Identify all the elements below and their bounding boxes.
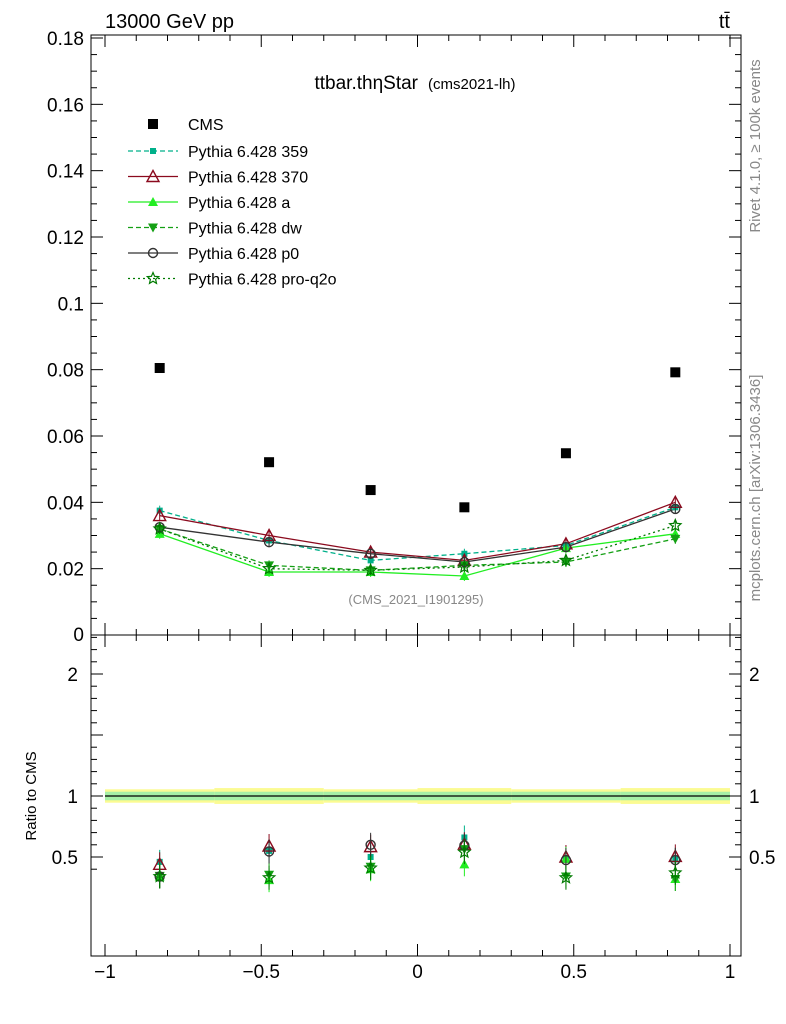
y-tick-label: 0.16 <box>47 95 84 116</box>
series-point <box>152 508 167 522</box>
cms-data-point <box>264 457 275 468</box>
analysis-watermark: (CMS_2021_I1901295) <box>348 592 483 607</box>
y-tick-label: 0.02 <box>47 560 84 581</box>
mcplots-label: mcplots.cern.ch [arXiv:1306.3436] <box>747 375 764 602</box>
legend-label: Pythia 6.428 370 <box>188 170 308 187</box>
y-tick-label: 0.08 <box>47 361 84 382</box>
legend-label: Pythia 6.428 p0 <box>188 246 299 263</box>
legend: CMS Pythia 6.428 359 Pythia 6.428 370 Pythi… <box>128 117 337 289</box>
series-point <box>670 534 681 544</box>
ratio-series-line <box>160 838 676 862</box>
cms-data-point <box>670 367 681 378</box>
x-tick-label: 1 <box>725 962 736 983</box>
plot-subtitle: (cms2021-lh) <box>428 76 516 93</box>
process-label: tt̄ <box>719 11 731 33</box>
series-point <box>668 517 683 532</box>
ratio-axis-label: Ratio to CMS <box>23 751 40 840</box>
legend-marker <box>147 247 159 259</box>
series-point <box>367 557 374 564</box>
legend-marker <box>148 223 158 233</box>
ratio-series-line <box>160 845 676 877</box>
x-tick-label: 0.5 <box>561 962 587 983</box>
ratio-point <box>668 865 683 879</box>
y-tick-label: 0.12 <box>47 228 84 249</box>
cms-data-point <box>459 502 470 513</box>
plot-title: ttbar.thηStar <box>314 73 418 94</box>
series-line <box>159 528 676 571</box>
legend-label: Pythia 6.428 pro-q2o <box>188 272 337 289</box>
ratio-point <box>363 860 378 875</box>
y-tick-label: 0.1 <box>58 294 84 315</box>
series-point <box>261 561 277 575</box>
series-line <box>159 506 676 562</box>
series-point <box>560 541 572 553</box>
axes: −1 −0.5 0 0.5 1 0.02 0.04 0.06 0.08 0.1 0.12 0.14 0.… <box>47 29 775 983</box>
data-markers <box>152 363 683 893</box>
legend-label-cms: CMS <box>188 117 224 134</box>
ratio-series-line <box>160 849 676 879</box>
rivet-label: Rivet 4.1.0, ≥ 100k events <box>747 59 764 232</box>
series-lines <box>159 501 676 881</box>
legend-label: Pythia 6.428 a <box>188 195 290 212</box>
x-tick-label: 0 <box>412 962 423 983</box>
ratio-tick-label-right: 0.5 <box>749 848 775 869</box>
cms-data-point <box>560 448 571 459</box>
legend-marker <box>148 197 158 206</box>
y-zero-label: 0 <box>73 625 84 646</box>
ratio-series-line <box>160 844 676 864</box>
ratio-series-lines <box>160 838 676 881</box>
ratio-point <box>457 844 472 859</box>
ratio-point <box>263 846 275 857</box>
series-point <box>363 562 378 577</box>
ratio-tick-label-right: 1 <box>749 787 760 808</box>
series-line <box>159 508 676 563</box>
y-tick-label: 0.04 <box>47 493 84 514</box>
series-line <box>159 501 676 562</box>
ratio-point <box>152 868 167 883</box>
main-series-markers <box>152 363 683 581</box>
x-tick-label: −0.5 <box>242 962 280 983</box>
ratio-tick-label-left: 1 <box>67 787 78 808</box>
series-point <box>263 536 275 548</box>
legend-label: Pythia 6.428 359 <box>188 144 308 161</box>
legend-marker-cms <box>148 119 158 129</box>
ratio-point <box>261 870 277 884</box>
series-point <box>457 559 472 574</box>
ratio-series-line <box>160 859 676 880</box>
ratio-uncertainty-bands <box>105 788 730 804</box>
legend-marker <box>150 148 156 154</box>
cms-data-point <box>365 485 376 496</box>
ratio-point <box>560 854 572 866</box>
series-point <box>365 548 376 559</box>
series-line <box>159 533 676 577</box>
legend-label: Pythia 6.428 dw <box>188 221 302 238</box>
y-tick-label: 0.06 <box>47 427 84 448</box>
x-tick-label: −1 <box>94 962 116 983</box>
ratio-tick-label-right: 2 <box>749 665 760 686</box>
legend-marker <box>145 270 161 285</box>
legend-marker <box>145 169 161 183</box>
series-point <box>670 503 681 515</box>
ratio-series-markers <box>152 825 683 893</box>
y-tick-label: 0.14 <box>47 162 84 183</box>
y-tick-label: 0.18 <box>47 29 84 50</box>
ratio-point <box>365 839 376 850</box>
ratio-series-line <box>160 852 676 878</box>
ratio-tick-label-left: 2 <box>67 665 78 686</box>
ratio-point <box>558 870 574 884</box>
series-point <box>558 552 574 567</box>
series-point <box>459 570 470 580</box>
cms-data-point <box>154 363 165 374</box>
ratio-tick-label-left: 0.5 <box>52 848 78 869</box>
energy-label: 13000 GeV pp <box>105 11 234 33</box>
series-point <box>152 521 167 535</box>
